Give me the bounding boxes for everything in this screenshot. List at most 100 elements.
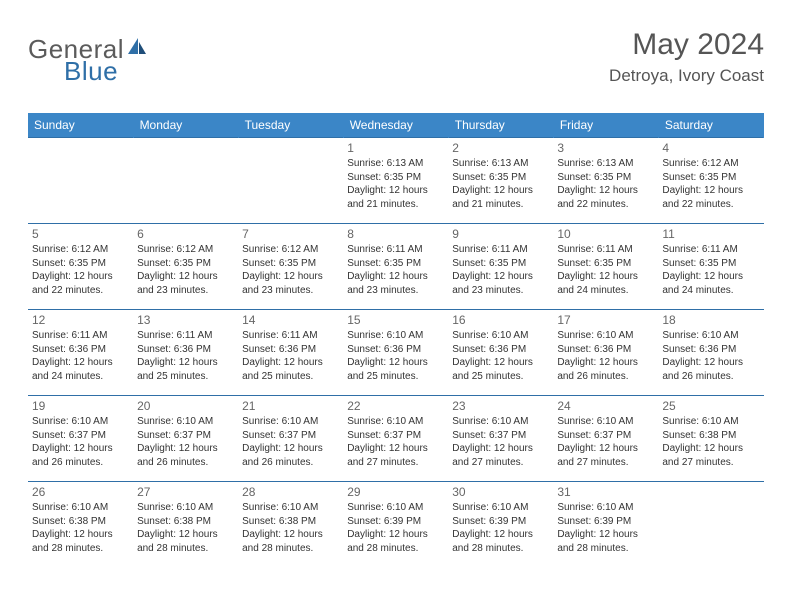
day-details: Sunrise: 6:11 AMSunset: 6:36 PMDaylight:… bbox=[137, 329, 234, 383]
daylight-line-2: and 28 minutes. bbox=[347, 542, 444, 556]
calendar-week-row: 19Sunrise: 6:10 AMSunset: 6:37 PMDayligh… bbox=[28, 396, 764, 482]
day-number: 20 bbox=[137, 399, 234, 413]
day-number: 26 bbox=[32, 485, 129, 499]
sunset-line: Sunset: 6:35 PM bbox=[662, 257, 759, 271]
daylight-line-1: Daylight: 12 hours bbox=[662, 270, 759, 284]
sunrise-line: Sunrise: 6:10 AM bbox=[137, 501, 234, 515]
sunset-line: Sunset: 6:36 PM bbox=[137, 343, 234, 357]
daylight-line-1: Daylight: 12 hours bbox=[242, 356, 339, 370]
daylight-line-2: and 23 minutes. bbox=[137, 284, 234, 298]
calendar-day-cell: 29Sunrise: 6:10 AMSunset: 6:39 PMDayligh… bbox=[343, 482, 448, 568]
weekday-header-wednesday: Wednesday bbox=[343, 113, 448, 138]
daylight-line-2: and 27 minutes. bbox=[662, 456, 759, 470]
sunrise-line: Sunrise: 6:11 AM bbox=[452, 243, 549, 257]
calendar-day-cell: 21 Sunrise: 6:10 AMSunset: 6:37 PMDayligh… bbox=[238, 396, 343, 482]
daylight-line-1: Daylight: 12 hours bbox=[452, 442, 549, 456]
sunrise-line: Sunrise: 6:10 AM bbox=[32, 501, 129, 515]
sunset-line: Sunset: 6:36 PM bbox=[557, 343, 654, 357]
sunset-line: Sunset: 6:36 PM bbox=[452, 343, 549, 357]
day-number: 8 bbox=[347, 227, 444, 241]
daylight-line-1: Daylight: 12 hours bbox=[347, 270, 444, 284]
daylight-line-2: and 27 minutes. bbox=[452, 456, 549, 470]
weekday-header-thursday: Thursday bbox=[448, 113, 553, 138]
day-number: 22 bbox=[347, 399, 444, 413]
day-number: 29 bbox=[347, 485, 444, 499]
sunset-line: Sunset: 6:35 PM bbox=[347, 171, 444, 185]
sunset-line: Sunset: 6:35 PM bbox=[452, 171, 549, 185]
calendar-week-row: 5Sunrise: 6:12 AMSunset: 6:35 PMDaylight… bbox=[28, 224, 764, 310]
sunrise-line: Sunrise: 6:11 AM bbox=[242, 329, 339, 343]
sunrise-line: Sunrise: 6:13 AM bbox=[347, 157, 444, 171]
day-details: Sunrise: 6:10 AMSunset: 6:36 PMDaylight:… bbox=[347, 329, 444, 383]
day-number: 28 bbox=[242, 485, 339, 499]
daylight-line-1: Daylight: 12 hours bbox=[347, 184, 444, 198]
sunset-line: Sunset: 6:36 PM bbox=[242, 343, 339, 357]
daylight-line-1: Daylight: 12 hours bbox=[557, 356, 654, 370]
sunset-line: Sunset: 6:37 PM bbox=[242, 429, 339, 443]
sunrise-line: Sunrise: 6:10 AM bbox=[557, 329, 654, 343]
day-number: 18 bbox=[662, 313, 759, 327]
day-number: 21 bbox=[242, 399, 339, 413]
daylight-line-2: and 28 minutes. bbox=[242, 542, 339, 556]
sunset-line: Sunset: 6:38 PM bbox=[32, 515, 129, 529]
day-details: Sunrise: 6:10 AMSunset: 6:37 PMDaylight:… bbox=[242, 415, 339, 469]
day-details: Sunrise: 6:10 AMSunset: 6:39 PMDaylight:… bbox=[557, 501, 654, 555]
sunset-line: Sunset: 6:35 PM bbox=[242, 257, 339, 271]
sunrise-line: Sunrise: 6:10 AM bbox=[242, 415, 339, 429]
daylight-line-1: Daylight: 12 hours bbox=[452, 356, 549, 370]
calendar-day-cell: 17 Sunrise: 6:10 AMSunset: 6:36 PMDayligh… bbox=[553, 310, 658, 396]
day-number: 12 bbox=[32, 313, 129, 327]
daylight-line-1: Daylight: 12 hours bbox=[242, 528, 339, 542]
day-details: Sunrise: 6:11 AMSunset: 6:36 PMDaylight:… bbox=[242, 329, 339, 383]
sunset-line: Sunset: 6:37 PM bbox=[557, 429, 654, 443]
month-title: May 2024 bbox=[609, 28, 764, 62]
daylight-line-2: and 28 minutes. bbox=[557, 542, 654, 556]
day-number: 10 bbox=[557, 227, 654, 241]
daylight-line-2: and 25 minutes. bbox=[347, 370, 444, 384]
sunset-line: Sunset: 6:39 PM bbox=[557, 515, 654, 529]
daylight-line-1: Daylight: 12 hours bbox=[662, 442, 759, 456]
daylight-line-1: Daylight: 12 hours bbox=[32, 356, 129, 370]
day-number: 13 bbox=[137, 313, 234, 327]
sunset-line: Sunset: 6:37 PM bbox=[32, 429, 129, 443]
sunset-line: Sunset: 6:38 PM bbox=[242, 515, 339, 529]
daylight-line-2: and 26 minutes. bbox=[32, 456, 129, 470]
day-details: Sunrise: 6:11 AMSunset: 6:35 PMDaylight:… bbox=[347, 243, 444, 297]
day-number: 6 bbox=[137, 227, 234, 241]
day-number: 4 bbox=[662, 141, 759, 155]
logo-text-blue: Blue bbox=[28, 56, 118, 86]
sunrise-line: Sunrise: 6:10 AM bbox=[557, 501, 654, 515]
sunset-line: Sunset: 6:35 PM bbox=[32, 257, 129, 271]
day-number: 19 bbox=[32, 399, 129, 413]
daylight-line-2: and 21 minutes. bbox=[452, 198, 549, 212]
logo-sail-icon bbox=[126, 36, 148, 61]
calendar-day-cell: 19 Sunrise: 6:10 AMSunset: 6:37 PMDayligh… bbox=[28, 396, 133, 482]
calendar-day-cell: 24Sunrise: 6:10 AMSunset: 6:37 PMDayligh… bbox=[553, 396, 658, 482]
sunrise-line: Sunrise: 6:12 AM bbox=[662, 157, 759, 171]
day-number: 23 bbox=[452, 399, 549, 413]
calendar-day-cell: 20Sunrise: 6:10 AMSunset: 6:37 PMDayligh… bbox=[133, 396, 238, 482]
daylight-line-1: Daylight: 12 hours bbox=[32, 528, 129, 542]
daylight-line-2: and 25 minutes. bbox=[452, 370, 549, 384]
daylight-line-2: and 23 minutes. bbox=[452, 284, 549, 298]
sunrise-line: Sunrise: 6:10 AM bbox=[32, 415, 129, 429]
sunrise-line: Sunrise: 6:11 AM bbox=[662, 243, 759, 257]
daylight-line-2: and 23 minutes. bbox=[347, 284, 444, 298]
calendar-day-cell bbox=[28, 138, 133, 224]
day-details: Sunrise: 6:10 AMSunset: 6:38 PMDaylight:… bbox=[32, 501, 129, 555]
calendar-week-row: 12Sunrise: 6:11 AMSunset: 6:36 PMDayligh… bbox=[28, 310, 764, 396]
weekday-header-saturday: Saturday bbox=[658, 113, 763, 138]
daylight-line-1: Daylight: 12 hours bbox=[32, 442, 129, 456]
day-number: 2 bbox=[452, 141, 549, 155]
day-details: Sunrise: 6:10 AMSunset: 6:38 PMDaylight:… bbox=[662, 415, 759, 469]
calendar-day-cell bbox=[658, 482, 763, 568]
daylight-line-2: and 22 minutes. bbox=[557, 198, 654, 212]
calendar-weekday-header: SundayMondayTuesdayWednesdayThursdayFrid… bbox=[28, 113, 764, 138]
day-details: Sunrise: 6:11 AMSunset: 6:35 PMDaylight:… bbox=[452, 243, 549, 297]
daylight-line-1: Daylight: 12 hours bbox=[137, 528, 234, 542]
sunset-line: Sunset: 6:37 PM bbox=[137, 429, 234, 443]
sunset-line: Sunset: 6:38 PM bbox=[662, 429, 759, 443]
day-details: Sunrise: 6:10 AMSunset: 6:37 PMDaylight:… bbox=[452, 415, 549, 469]
calendar-day-cell: 1Sunrise: 6:13 AMSunset: 6:35 PMDaylight… bbox=[343, 138, 448, 224]
day-number: 17 bbox=[557, 313, 654, 327]
